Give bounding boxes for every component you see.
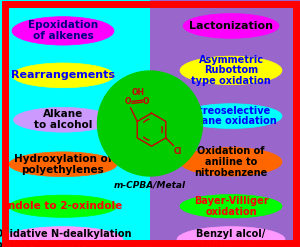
- Text: Epoxidation
of alkenes: Epoxidation of alkenes: [28, 21, 98, 41]
- Ellipse shape: [12, 63, 114, 88]
- Bar: [150, 0, 300, 247]
- Ellipse shape: [180, 56, 282, 85]
- Ellipse shape: [180, 104, 282, 128]
- Ellipse shape: [98, 71, 202, 176]
- Text: Oxidative N-dealkylation
of N,N-dimethyl anilines: Oxidative N-dealkylation of N,N-dimethyl…: [0, 229, 131, 247]
- Text: Lactonization: Lactonization: [189, 21, 273, 31]
- Text: m-CPBA/Metal: m-CPBA/Metal: [114, 180, 186, 189]
- Ellipse shape: [177, 227, 285, 247]
- Text: Alkane
to alcohol: Alkane to alcohol: [34, 109, 92, 130]
- Text: O: O: [143, 97, 149, 106]
- Ellipse shape: [180, 148, 282, 176]
- Ellipse shape: [9, 195, 117, 217]
- Ellipse shape: [180, 195, 282, 218]
- Text: Cl: Cl: [174, 146, 182, 156]
- Ellipse shape: [14, 107, 112, 132]
- Ellipse shape: [3, 227, 123, 247]
- Text: Oxidation of
aniline to
nitrobenzene: Oxidation of aniline to nitrobenzene: [194, 146, 268, 178]
- Text: Rearrangements: Rearrangements: [11, 70, 115, 80]
- Text: OH: OH: [132, 88, 145, 98]
- Text: O: O: [125, 97, 131, 106]
- Text: Bayer-Villiger
oxidation: Bayer-Villiger oxidation: [194, 196, 268, 217]
- Ellipse shape: [12, 17, 114, 45]
- Text: Asymmetric
Rubottom
type oxidation: Asymmetric Rubottom type oxidation: [191, 55, 271, 86]
- Text: Hydroxylation of
polyethylenes: Hydroxylation of polyethylenes: [14, 154, 112, 175]
- Text: Streoselective
alkane oxidation: Streoselective alkane oxidation: [185, 106, 277, 126]
- Text: Indole to 2-oxindole: Indole to 2-oxindole: [4, 201, 122, 211]
- Ellipse shape: [9, 152, 117, 177]
- Ellipse shape: [183, 14, 279, 38]
- Text: Benzyl alcol/
sulphide oxidation: Benzyl alcol/ sulphide oxidation: [180, 229, 282, 247]
